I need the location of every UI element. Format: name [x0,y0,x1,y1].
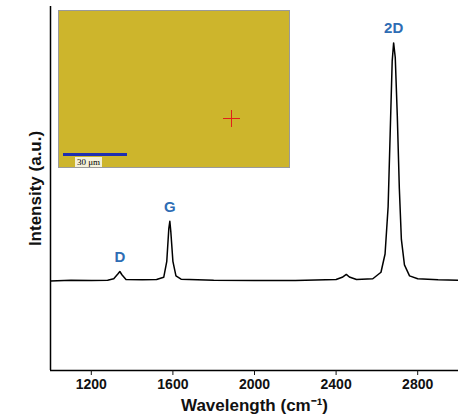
svg-text:2D: 2D [384,19,403,36]
svg-text:1600: 1600 [157,376,188,392]
svg-text:2800: 2800 [402,376,433,392]
html-text:30 μm: 30 μm [77,157,101,167]
svg-text:D: D [114,248,125,265]
svg-text:G: G [164,198,176,215]
svg-text:Intensity (a.u.): Intensity (a.u.) [26,131,45,246]
svg-text:Wavelength (cm⁻¹): Wavelength (cm⁻¹) [181,396,328,414]
svg-text:1200: 1200 [76,376,107,392]
svg-text:2000: 2000 [239,376,270,392]
svg-text:2400: 2400 [321,376,352,392]
